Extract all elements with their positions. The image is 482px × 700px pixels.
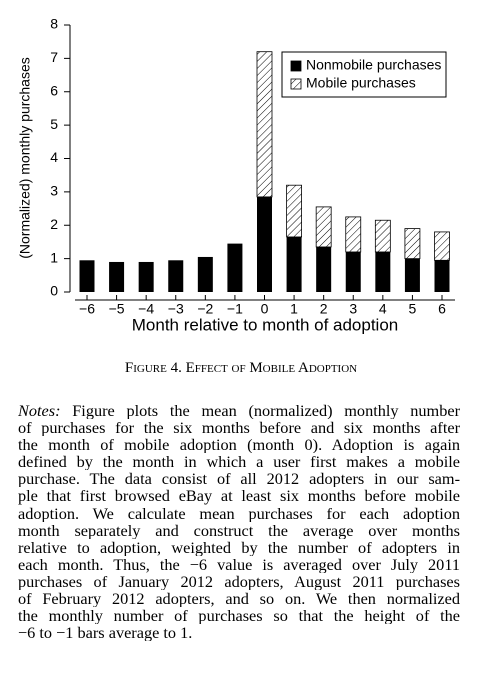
notes-line: the month of mobile adoption (month 0). … <box>18 436 460 453</box>
y-tick-label: 4 <box>50 149 58 165</box>
notes-text: −6 to −1 bars average to 1. <box>18 624 193 642</box>
notes-line: −6 to −1 bars average to 1. <box>18 624 460 641</box>
bar-segment <box>227 243 243 292</box>
x-tick-label: 4 <box>379 301 387 317</box>
notes: Notes: Figure plots the mean (normalized… <box>18 402 460 641</box>
notes-line: Notes: Figure plots the mean (normalized… <box>18 402 460 419</box>
y-tick-label: 2 <box>50 216 58 232</box>
x-tick-label: 1 <box>290 301 298 317</box>
bar-segment <box>404 258 420 292</box>
bar-segment <box>316 246 332 292</box>
notes-text: of purchases for the six months before a… <box>18 419 460 437</box>
bar-segment <box>168 260 184 292</box>
x-tick-label: −1 <box>227 301 243 317</box>
x-axis-label: Month relative to month of adoption <box>132 315 399 334</box>
y-tick-label: 3 <box>50 183 58 199</box>
y-tick-label: 0 <box>50 283 58 299</box>
notes-text: purchase. The data consist of all 2012 a… <box>18 470 460 488</box>
notes-text: Figure plots the mean (normalized) month… <box>72 402 460 420</box>
figure-caption: Figure 4. Effect of Mobile Adoption <box>124 360 358 376</box>
x-tick-label: 5 <box>409 301 417 317</box>
y-axis-label: (Normalized) monthly purchases <box>17 57 33 259</box>
bar-segment <box>345 216 362 253</box>
bar-segment <box>257 196 272 292</box>
bar-segment <box>375 251 391 292</box>
notes-text: month separately and construct the avera… <box>18 521 460 539</box>
notes-line: month separately and construct the avera… <box>18 522 460 539</box>
notes-text: each month. Thus, the −6 value is averag… <box>18 555 460 573</box>
bar-segment <box>256 51 273 198</box>
notes-text: the month of mobile adoption (month 0). … <box>18 436 460 454</box>
bar-segment <box>109 261 125 292</box>
bar-segment <box>345 251 361 292</box>
notes-text: adoption. We calculate mean purchases fo… <box>18 504 460 522</box>
notes-line: ple that first browsed eBay at least six… <box>18 487 460 504</box>
notes-line: purchase. The data consist of all 2012 a… <box>18 470 460 487</box>
bar-segment <box>79 260 95 292</box>
notes-text: of February 2012 adopters, and so on. We… <box>18 590 460 608</box>
y-tick-label: 5 <box>50 116 58 132</box>
notes-text: defined by the month in which a user fir… <box>18 453 460 471</box>
x-tick-label: −5 <box>109 301 125 317</box>
notes-line: of purchases for the six months before a… <box>18 419 460 436</box>
bar-segment <box>404 228 421 260</box>
notes-label: Notes: <box>18 402 61 420</box>
x-tick-label: −3 <box>168 301 184 317</box>
y-tick-label: 8 <box>50 16 58 32</box>
x-tick-label: 2 <box>320 301 328 317</box>
legend-label: Mobile purchases <box>306 75 416 91</box>
notes-line: of February 2012 adopters, and so on. We… <box>18 590 460 607</box>
notes-text: purchases of January 2012 adopters, Augu… <box>18 572 460 591</box>
legend <box>281 51 447 98</box>
bar-segment <box>286 236 302 292</box>
notes-line: purchases of January 2012 adopters, Augu… <box>18 573 460 590</box>
bar-segment <box>286 184 302 238</box>
notes-line: adoption. We calculate mean purchases fo… <box>18 505 460 522</box>
x-tick-label: 6 <box>438 301 446 317</box>
y-tick-label: 7 <box>50 49 58 65</box>
x-tick-label: 0 <box>261 301 269 317</box>
notes-line: relative to adoption, weighted by the nu… <box>18 539 460 556</box>
bar-segment <box>138 261 154 292</box>
x-tick-label: −6 <box>79 301 95 317</box>
y-tick-label: 1 <box>50 249 58 265</box>
bar-segment <box>315 206 332 248</box>
notes-line: the monthly number of purchases so that … <box>18 607 460 624</box>
notes-text: the monthly number of purchases so that … <box>18 607 460 625</box>
x-tick-label: −4 <box>138 301 154 317</box>
notes-text: ple that first browsed eBay at least six… <box>18 487 460 505</box>
x-tick-label: 3 <box>349 301 357 317</box>
bar-segment <box>374 219 391 253</box>
legend-swatch <box>290 60 302 72</box>
legend-label: Nonmobile purchases <box>306 57 441 73</box>
notes-text: relative to adoption, weighted by the nu… <box>18 538 460 556</box>
bar-segment <box>434 231 450 261</box>
legend-swatch <box>290 78 302 90</box>
notes-line: defined by the month in which a user fir… <box>18 453 460 470</box>
notes-line: each month. Thus, the −6 value is averag… <box>18 556 460 573</box>
chart: (Normalized) monthly purchases Month rel… <box>17 16 455 334</box>
x-tick-label: −2 <box>197 301 213 317</box>
y-tick-label: 6 <box>50 82 58 98</box>
bar-segment <box>434 260 450 292</box>
bar-segment <box>197 256 213 292</box>
